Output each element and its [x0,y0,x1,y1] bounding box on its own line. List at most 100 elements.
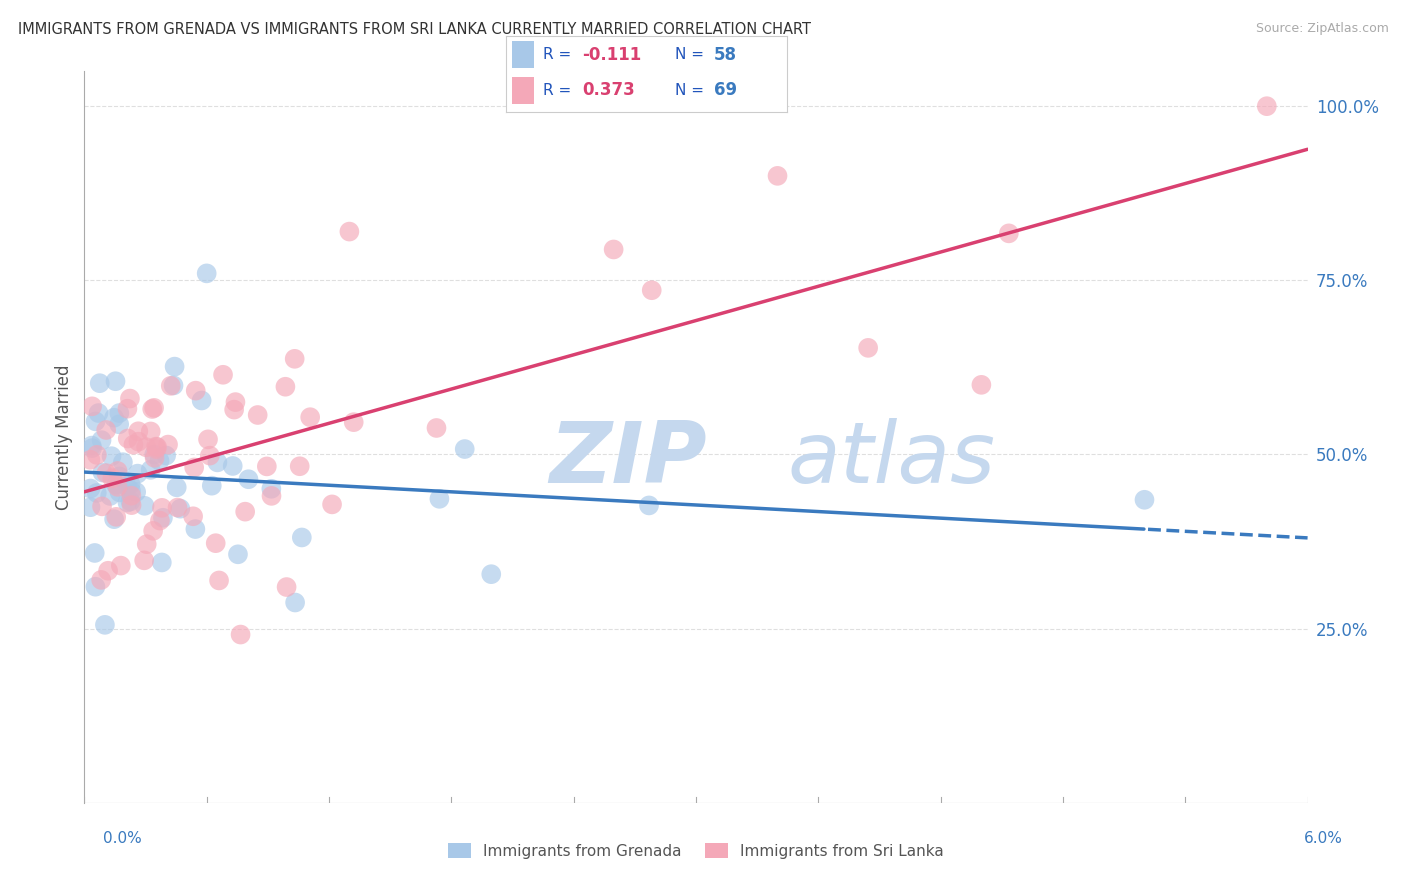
Point [641,283,664,297]
Bar [512,77,534,104]
Point [108,406,131,420]
Point [429,491,451,506]
Point [152,510,174,524]
Point [96,466,118,480]
Point [117,495,139,509]
Point [86,486,108,500]
Point [162,378,184,392]
Point [159,379,181,393]
Point [970,377,993,392]
Point [190,393,212,408]
Text: 6.0%: 6.0% [1303,831,1343,847]
Text: R =: R = [543,83,576,98]
Point [80,439,103,453]
Point [107,480,129,494]
Point [105,477,128,491]
Point [120,494,142,508]
Point [198,449,221,463]
Point [181,509,204,524]
Point [96,423,118,437]
Text: N =: N = [675,47,709,62]
Point [166,480,188,494]
Point [139,425,162,439]
Point [150,500,173,515]
Point [246,408,269,422]
Point [169,501,191,516]
Text: R =: R = [543,47,576,62]
Legend: Immigrants from Grenada, Immigrants from Sri Lanka: Immigrants from Grenada, Immigrants from… [441,837,950,864]
Point [163,359,186,374]
Text: 0.0%: 0.0% [103,831,142,847]
Point [117,432,139,446]
Point [121,498,143,512]
Point [108,485,131,500]
Point [87,406,110,420]
Point [284,351,307,366]
Point [83,546,105,560]
Text: IMMIGRANTS FROM GRENADA VS IMMIGRANTS FROM SRI LANKA CURRENTLY MARRIED CORRELATI: IMMIGRANTS FROM GRENADA VS IMMIGRANTS FR… [18,22,811,37]
Point [90,573,112,587]
Point [79,500,101,515]
Point [141,402,163,417]
Point [143,450,166,465]
Point [479,567,502,582]
Point [157,437,180,451]
Point [91,500,114,514]
Point [201,478,224,492]
Point [107,464,129,478]
Point [208,574,231,588]
Y-axis label: Currently Married: Currently Married [55,364,73,510]
Point [108,417,131,432]
Text: N =: N = [675,83,709,98]
Point [184,384,207,398]
Point [103,512,125,526]
Point [260,489,283,503]
Point [94,617,117,632]
Point [91,466,114,480]
Point [233,505,256,519]
Point [149,514,172,528]
Point [274,380,297,394]
Point [155,449,177,463]
Point [229,627,252,641]
Point [224,402,246,417]
Point [184,522,207,536]
Point [856,341,879,355]
Point [146,440,169,454]
Point [100,449,122,463]
Point [284,595,307,609]
Point [98,489,121,503]
Point [120,477,142,491]
Point [120,483,142,498]
Point [84,580,107,594]
Point [79,452,101,467]
Point [108,469,131,483]
Point [79,482,101,496]
Point [82,400,104,414]
Point [84,414,107,428]
Point [90,433,112,447]
Point [226,547,249,561]
Point [299,410,322,425]
Point [111,455,134,469]
Point [1256,99,1278,113]
Point [86,448,108,462]
Point [238,472,260,486]
Point [142,524,165,538]
Point [89,376,111,391]
Point [998,227,1021,241]
Point [103,410,125,425]
Point [207,455,229,469]
Point [104,374,127,388]
Point [134,553,156,567]
Point [97,564,120,578]
Point [256,459,278,474]
Point [143,401,166,415]
Point [117,401,139,416]
Text: atlas: atlas [787,417,995,500]
Point [145,440,167,454]
Point [321,497,343,511]
Point [127,467,149,481]
Point [288,459,311,474]
Point [339,225,361,239]
